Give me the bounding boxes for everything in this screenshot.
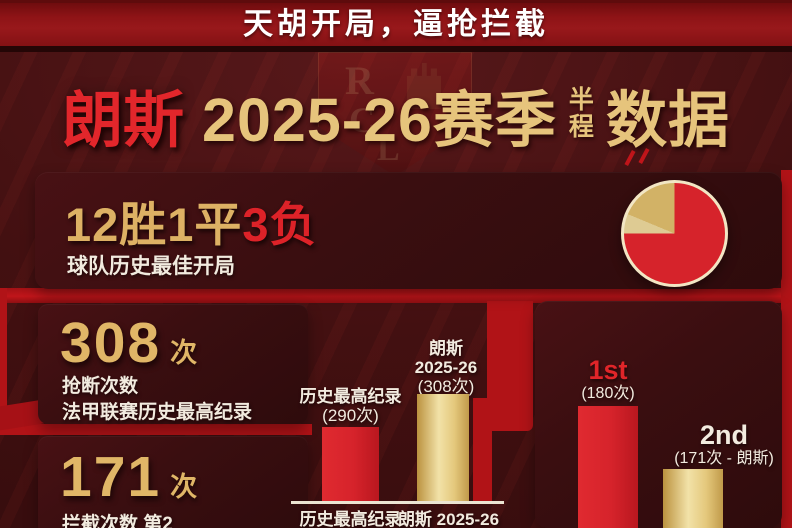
decor-strip-center: [473, 398, 492, 502]
steals-line2: 法甲联赛历史最高纪录: [62, 402, 253, 423]
interceptions-unit: 次: [170, 472, 198, 502]
record-card: 12胜1平3负 球队历史最佳开局: [35, 172, 782, 289]
decor-right-edge: [781, 170, 792, 528]
steals-line1: 抢断次数: [62, 376, 139, 397]
results-pie-chart: [621, 180, 728, 287]
halfway-bottom: 程: [568, 113, 594, 141]
page-title: 朗斯 2025-26赛季 半 程 数据: [0, 72, 792, 156]
rank2-label: 2nd (171次 - 朗斯): [664, 421, 782, 469]
rank1-bar: [578, 406, 638, 528]
decor-band-horizontal: [0, 288, 792, 303]
banner-divider: [0, 46, 792, 52]
title-suffix: 数据: [605, 85, 730, 154]
rank2-bar: [663, 469, 723, 528]
team-name: 朗斯: [62, 85, 185, 154]
steals-value: 308: [60, 311, 162, 375]
bar-history-record: [322, 427, 379, 501]
steals-card: 308 次 抢断次数 法甲联赛历史最高纪录: [38, 304, 308, 424]
top-banner: 天胡开局，逼抢拦截: [0, 0, 792, 49]
axis-label-lens: 朗斯 2025-26: [397, 510, 500, 528]
rank1-title: 1st: [588, 355, 628, 385]
rank2-title: 2nd: [699, 420, 748, 450]
interceptions-value: 171: [60, 445, 162, 509]
crest-letter-r: R: [345, 58, 374, 103]
rank2-value: (171次 - 朗斯): [674, 450, 774, 467]
bar-lens-2025-26: [417, 394, 469, 501]
record-subtitle: 球队历史最佳开局: [67, 255, 235, 278]
club-crest: R C L: [318, 52, 472, 176]
halfway-stack: 半 程: [569, 87, 594, 141]
record-stat-wins-draws: 12胜1平: [65, 198, 243, 251]
decor-band-left: [0, 424, 312, 435]
interceptions-line1: 拦截次数 第2: [62, 514, 173, 528]
rank1-value: (180次): [581, 385, 635, 402]
crest-letter-c: C: [349, 100, 375, 140]
interceptions-value-row: 171 次: [60, 444, 197, 510]
record-stat: 12胜1平3负: [65, 186, 318, 255]
crest-tower-icon: [407, 63, 441, 109]
record-stat-losses: 3负: [242, 198, 318, 251]
decor-block-center: [487, 301, 533, 431]
banner-title: 天胡开局，逼抢拦截: [243, 8, 549, 41]
decor-left-edge: [0, 288, 7, 435]
steals-value-row: 308 次: [60, 310, 197, 376]
season-title: 2025-26赛季: [202, 85, 557, 154]
rank1-label: 1st (180次): [548, 356, 668, 404]
steals-unit: 次: [170, 338, 198, 368]
halfway-top: 半: [568, 86, 594, 114]
interceptions-card: 171 次 拦截次数 第2: [38, 436, 308, 528]
interceptions-rank-card: 1st (180次) 2nd (171次 - 朗斯): [535, 301, 782, 528]
crest-letter-l: L: [377, 131, 400, 168]
